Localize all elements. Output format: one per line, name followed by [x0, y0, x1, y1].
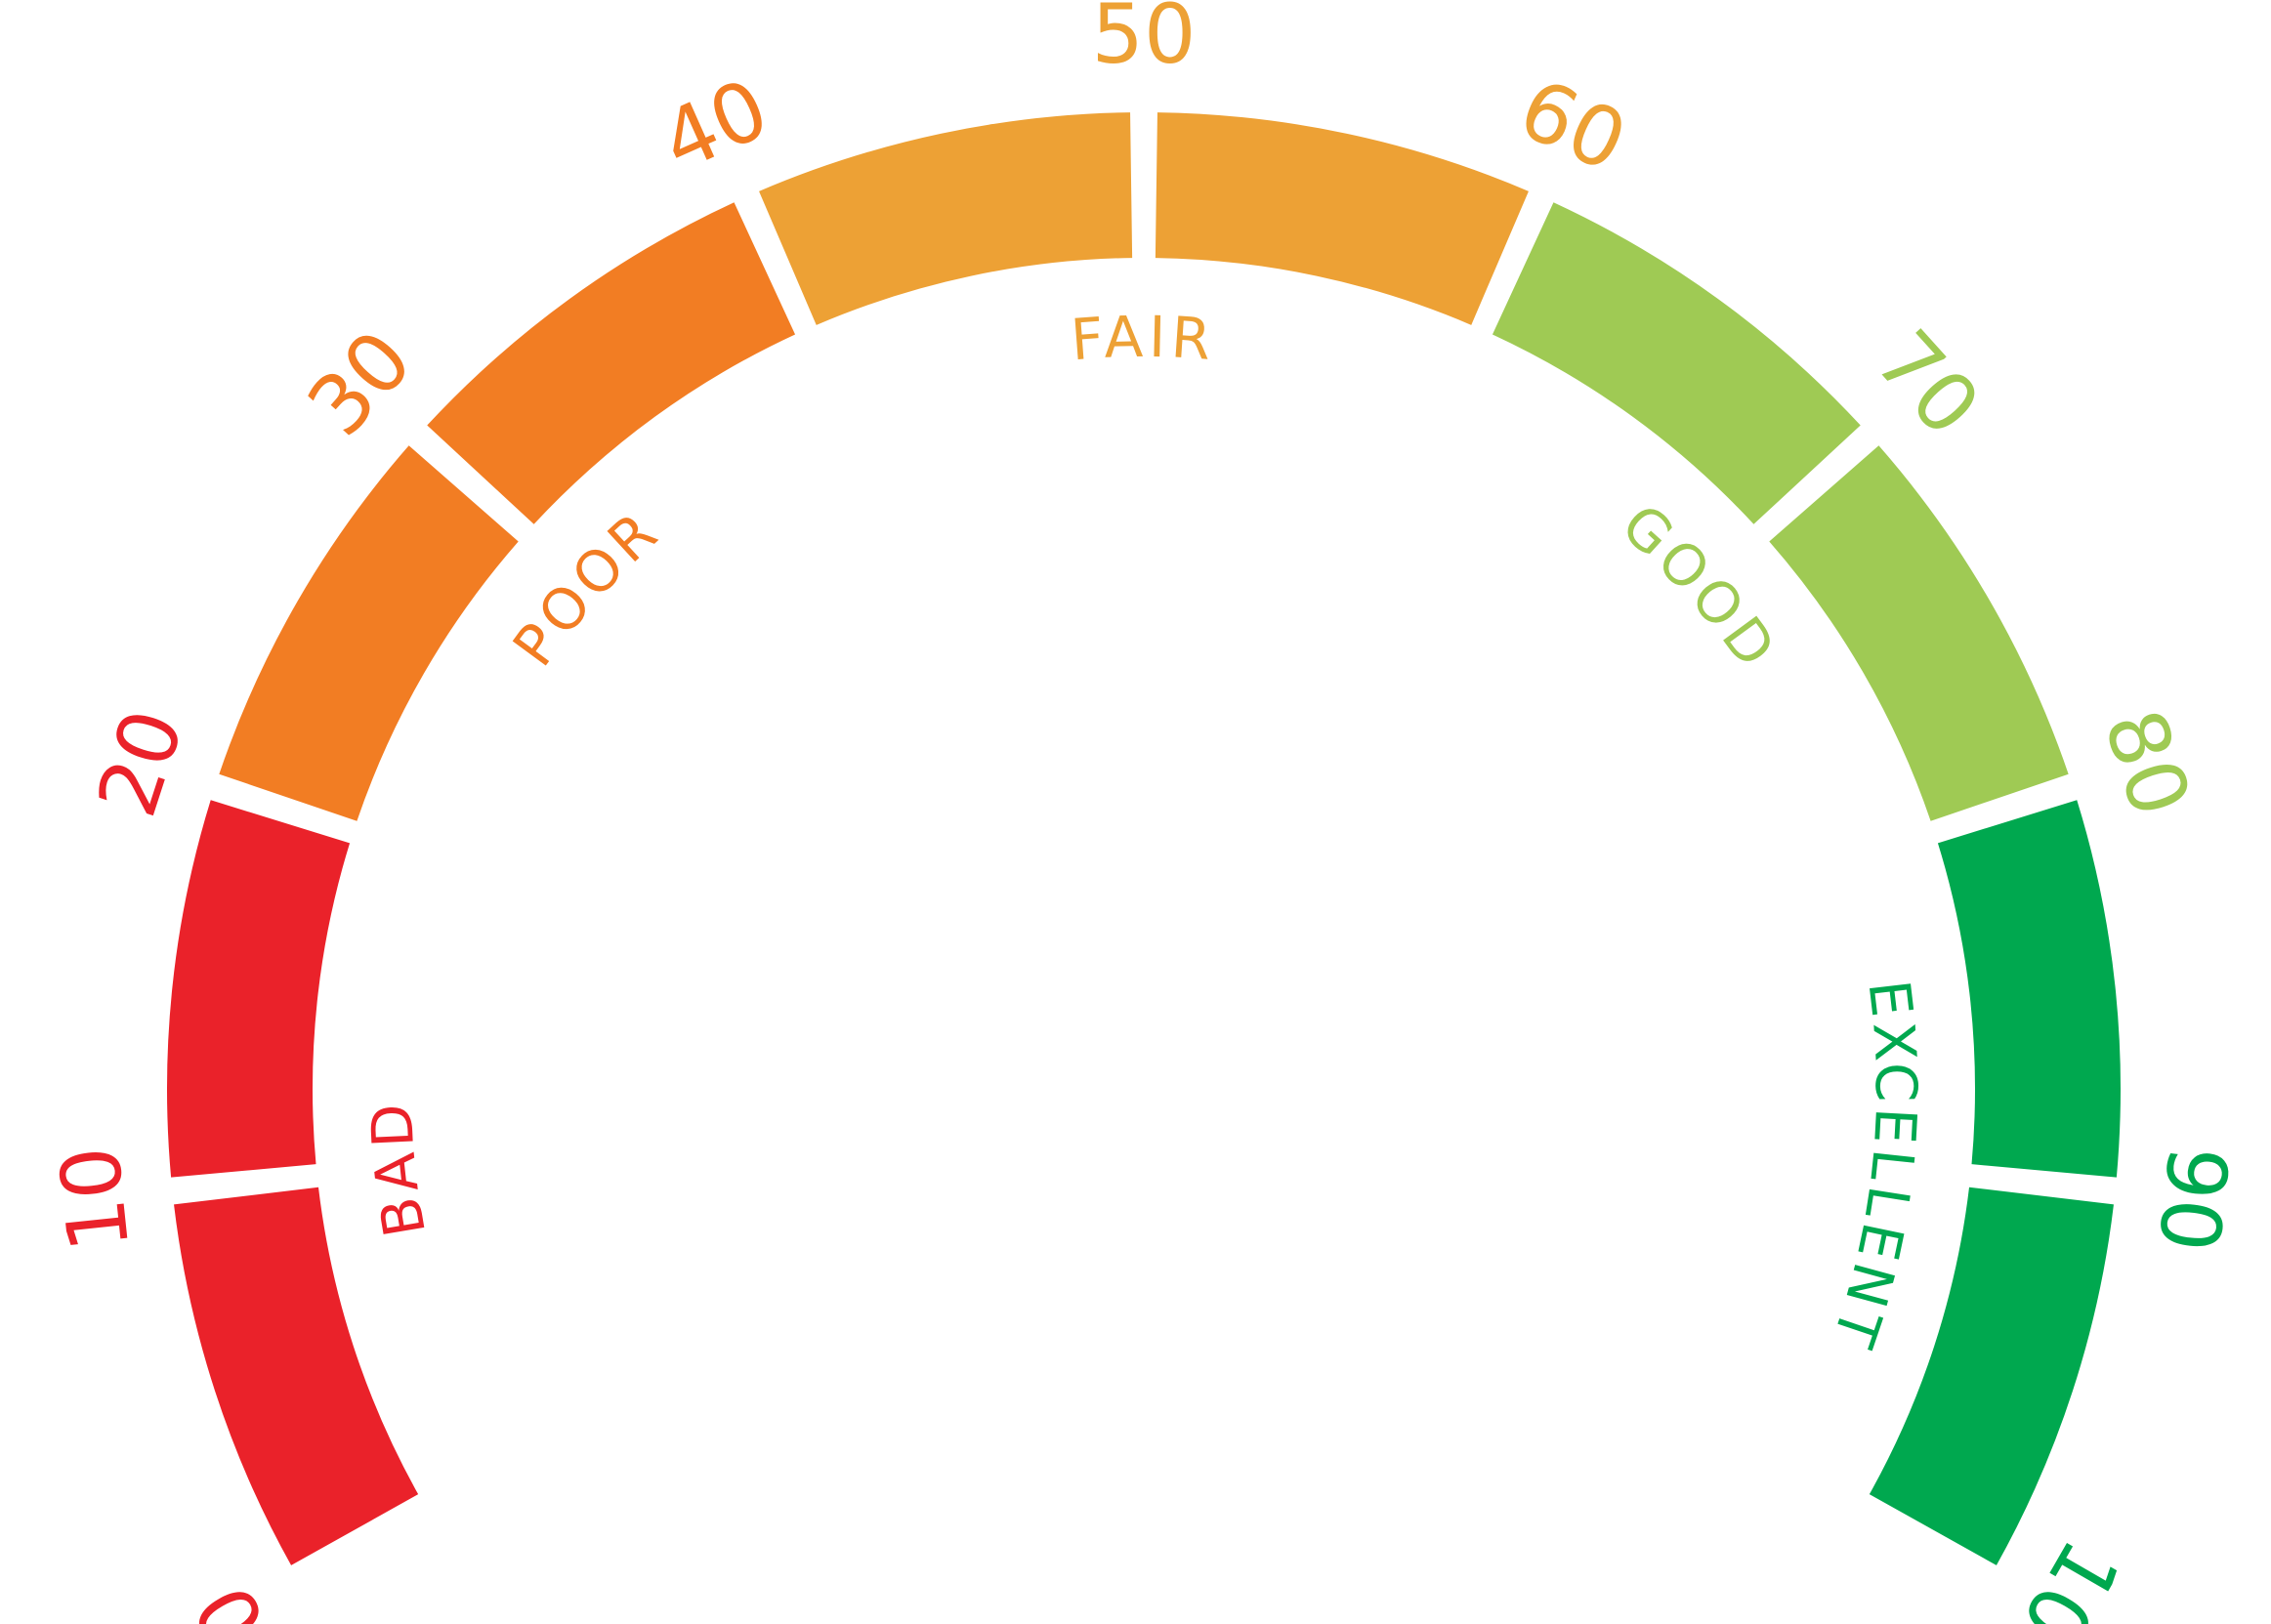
gauge-segment-fair-1 [759, 112, 1133, 325]
gauge-segment-bad-1 [174, 1187, 419, 1565]
tick-label-60: 60 [1506, 61, 1641, 190]
band-label-text: BAD [358, 1097, 433, 1241]
tick-label-0: 0 [176, 1569, 285, 1624]
tick-label-30: 30 [289, 312, 430, 454]
band-label-text: FAIR [1069, 304, 1213, 374]
gauge-segment-bad-2 [167, 800, 351, 1178]
tick-label-80: 80 [2085, 698, 2208, 827]
gauge-segments [167, 112, 2121, 1565]
gauge-segment-fair-2 [1155, 112, 1529, 325]
tick-label-40: 40 [648, 61, 782, 190]
tick-label-10: 10 [42, 1143, 148, 1257]
gauge-segment-good-2 [1769, 445, 2069, 821]
tick-label-90: 90 [2140, 1143, 2247, 1257]
gauge-segment-poor-1 [219, 445, 519, 821]
band-label-poor: POOR [500, 496, 674, 679]
band-label-text: EXCELLENT [1818, 977, 1923, 1359]
gauge-segment-excellent-1 [1937, 800, 2121, 1178]
tick-label-70: 70 [1857, 312, 1998, 454]
band-label-good: GOOD [1609, 491, 1791, 684]
tick-label-50: 50 [1092, 0, 1197, 82]
gauge-segment-excellent-2 [1869, 1187, 2114, 1565]
gauge-segment-good-1 [1492, 202, 1861, 524]
tick-label-20: 20 [79, 698, 202, 827]
band-label-bad: BAD [358, 1097, 439, 1241]
band-label-excellent: EXCELLENT [1818, 977, 1929, 1359]
band-label-text: GOOD [1609, 491, 1786, 684]
band-label-fair: FAIR [1069, 304, 1219, 374]
band-label-text: POOR [500, 496, 668, 679]
gauge-segment-poor-2 [427, 202, 796, 524]
